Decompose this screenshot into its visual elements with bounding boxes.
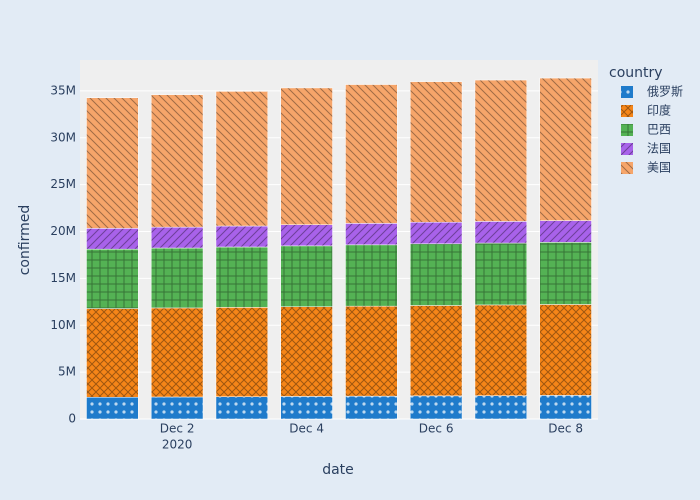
bar-segment — [215, 225, 269, 248]
bar-segment — [409, 222, 463, 245]
bar-segment — [215, 91, 269, 227]
bar-segment — [280, 396, 333, 420]
bar-segment — [409, 395, 463, 420]
legend-label: 巴西 — [647, 123, 671, 137]
legend-label: 法国 — [647, 142, 671, 156]
bar-segment — [215, 307, 269, 397]
bar-segment — [280, 87, 333, 225]
bar-segment — [280, 306, 333, 397]
bar-segment — [345, 305, 398, 397]
bar-segment — [150, 226, 204, 249]
bar-segment — [280, 245, 333, 307]
x-tick-label: Dec 4 — [289, 422, 324, 436]
bar-segment — [150, 247, 204, 309]
bar-segment — [539, 220, 592, 243]
legend-label: 印度 — [647, 103, 671, 118]
bar-segment — [86, 97, 139, 229]
y-tick-label: 35M — [50, 83, 76, 97]
legend-swatch — [621, 105, 633, 117]
y-tick-label: 25M — [50, 177, 76, 191]
y-tick-label: 15M — [50, 271, 76, 285]
x-tick-label: Dec 6 — [419, 422, 454, 436]
y-tick-label: 30M — [50, 130, 76, 144]
bar-segment — [86, 397, 139, 420]
bar-segment — [86, 308, 139, 398]
bar-segment — [409, 81, 463, 223]
bar-segment — [345, 84, 398, 224]
bar-segment — [474, 221, 528, 244]
bar-segment — [474, 242, 528, 306]
bar-segment — [539, 242, 592, 305]
x-tick-label: 2020 — [162, 438, 193, 452]
x-tick-label: Dec 8 — [548, 422, 583, 436]
x-tick-label: Dec 2 — [160, 422, 195, 436]
bar-segment — [86, 248, 139, 309]
bar-segment — [215, 396, 269, 420]
legend-label: 美国 — [647, 161, 671, 175]
bar-segment — [409, 305, 463, 397]
y-tick-label: 20M — [50, 224, 76, 238]
bar-segment — [86, 228, 139, 250]
bar-segment — [215, 246, 269, 308]
bar-segment — [409, 243, 463, 306]
bar-segment — [539, 304, 592, 396]
bar-segment — [474, 79, 528, 222]
bar-segment — [539, 395, 592, 420]
legend-swatch — [621, 86, 633, 98]
legend-swatch — [621, 124, 633, 136]
bar-segment — [345, 223, 398, 246]
legend-title: country — [609, 65, 663, 81]
legend-swatch — [621, 162, 633, 174]
bar-segment — [345, 244, 398, 307]
y-axis-label: confirmed — [17, 205, 33, 276]
bar-segment — [345, 395, 398, 420]
bar-segment — [474, 304, 528, 396]
bar-segment — [280, 224, 333, 247]
legend-label: 俄罗斯 — [647, 85, 683, 99]
bar-segment — [474, 395, 528, 420]
x-axis-label: date — [322, 462, 354, 478]
bar-segment — [150, 396, 204, 420]
bar-segment — [150, 307, 204, 398]
y-tick-label: 0 — [68, 412, 76, 426]
bar-segment — [539, 77, 592, 221]
bar-segment — [150, 94, 204, 228]
y-tick-label: 10M — [50, 318, 76, 332]
legend-swatch — [621, 143, 633, 155]
y-tick-label: 5M — [58, 365, 76, 379]
